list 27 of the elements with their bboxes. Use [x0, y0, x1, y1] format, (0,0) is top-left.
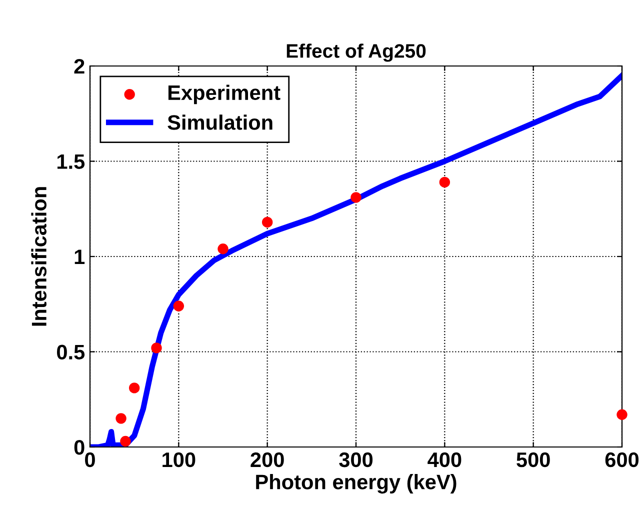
point — [151, 342, 162, 354]
point — [116, 413, 126, 424]
point — [616, 409, 628, 420]
y-tick-label: 1 — [74, 250, 85, 264]
x-tick-label: 0 — [85, 452, 95, 468]
x-tick-label: 200 — [250, 452, 284, 468]
point — [262, 216, 273, 228]
x-tick-label: 400 — [428, 452, 462, 468]
x-axis-title: Photon energy (keV) — [256, 474, 456, 494]
y-tick-label: 1.5 — [57, 154, 85, 170]
point — [120, 436, 131, 447]
legend-label: Experiment — [168, 84, 280, 104]
x-tick-label: 300 — [339, 452, 373, 468]
point — [173, 300, 184, 312]
y-axis-title: Intensification — [31, 187, 47, 326]
legend-label: Simulation — [168, 114, 272, 130]
y-tick-label: 2 — [74, 59, 84, 74]
point — [218, 244, 228, 254]
x-tick-label: 500 — [516, 452, 550, 468]
x-tick-label: 100 — [162, 452, 196, 468]
point — [350, 192, 362, 203]
y-tick-label: 0.5 — [57, 344, 85, 360]
chart-title: Effect of Ag250 — [286, 44, 426, 62]
point — [439, 176, 450, 188]
y-tick-label: 0 — [74, 440, 84, 455]
x-tick-label: 600 — [605, 452, 639, 468]
point — [128, 382, 140, 394]
